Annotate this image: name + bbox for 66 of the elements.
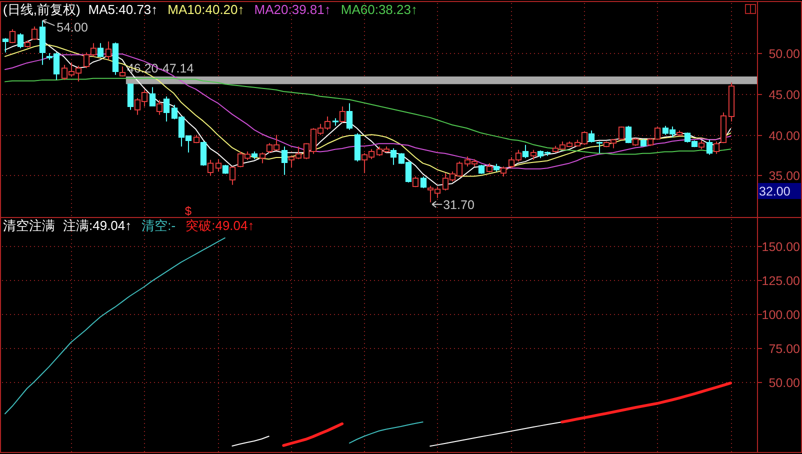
legend: MA5:40.73↑ MA10:40.20↑ MA20:39.81↑ MA60:38.23↑ <box>88 2 418 17</box>
candlestick <box>588 130 595 143</box>
candlestick <box>332 118 339 126</box>
candlestick <box>522 144 529 159</box>
y-tick-label: 50.00 <box>768 376 800 390</box>
candlestick <box>251 151 258 160</box>
candlestick <box>222 164 229 174</box>
candlestick <box>632 138 639 146</box>
candlestick <box>105 41 112 60</box>
candlestick <box>596 141 603 154</box>
candlestick <box>713 141 720 154</box>
candlestick <box>493 163 500 172</box>
y-tick-label: 35.00 <box>768 169 800 183</box>
candlestick <box>163 96 170 122</box>
candlestick <box>119 66 126 77</box>
candlestick <box>706 139 713 156</box>
candlestick <box>390 148 397 166</box>
chart-title: 清空注满 <box>3 218 55 233</box>
candlestick <box>31 26 38 40</box>
candlestick <box>215 158 222 172</box>
candlestick <box>200 141 207 166</box>
annotation: $ <box>184 204 192 218</box>
candlestick <box>698 140 705 150</box>
candlestick <box>281 146 288 176</box>
text: 32.00 <box>759 184 790 198</box>
candlestick <box>39 20 46 66</box>
candlestick <box>478 164 485 174</box>
chart-title: (日线,前复权) <box>3 2 80 17</box>
candlestick <box>207 159 214 176</box>
candlestick <box>2 38 9 54</box>
candlestick <box>640 138 647 147</box>
candlestick <box>193 134 200 144</box>
candlestick <box>625 125 632 144</box>
candlestick <box>229 166 236 186</box>
y-tick-label: 40.00 <box>768 129 800 143</box>
candlestick <box>156 99 163 116</box>
candlestick <box>676 130 683 136</box>
candlestick <box>412 176 419 188</box>
candlestick <box>127 84 134 110</box>
candlestick <box>420 176 427 189</box>
y-tick-label: 45.00 <box>768 88 800 102</box>
candlestick <box>339 106 346 123</box>
candlestick <box>24 40 31 48</box>
annotation: 54.00 <box>56 20 88 35</box>
candlestick <box>97 42 104 58</box>
line-series <box>4 78 732 155</box>
candlestick <box>112 42 119 76</box>
annotation: 31.70 <box>443 198 474 212</box>
y-tick-label: 125.00 <box>762 274 800 288</box>
candlestick <box>530 149 537 160</box>
candlestick <box>9 28 16 44</box>
candlestick <box>728 82 735 122</box>
candlestick <box>17 32 24 49</box>
y-tick-label: 75.00 <box>768 342 800 356</box>
candlestick <box>720 112 727 144</box>
candlestick <box>346 102 353 130</box>
candlestick <box>486 162 493 173</box>
candlestick <box>618 126 625 140</box>
candlestick <box>259 152 266 164</box>
candlestick <box>149 86 156 106</box>
y-tick-label: 50.00 <box>768 47 800 61</box>
y-tick-label: 150.00 <box>762 240 800 254</box>
legend: 注满:49.04↑ 清空:- 突破:49.04↑ <box>63 218 254 233</box>
candlestick <box>500 166 507 177</box>
y-tick-label: 100.00 <box>762 308 800 322</box>
candlestick <box>354 132 361 162</box>
